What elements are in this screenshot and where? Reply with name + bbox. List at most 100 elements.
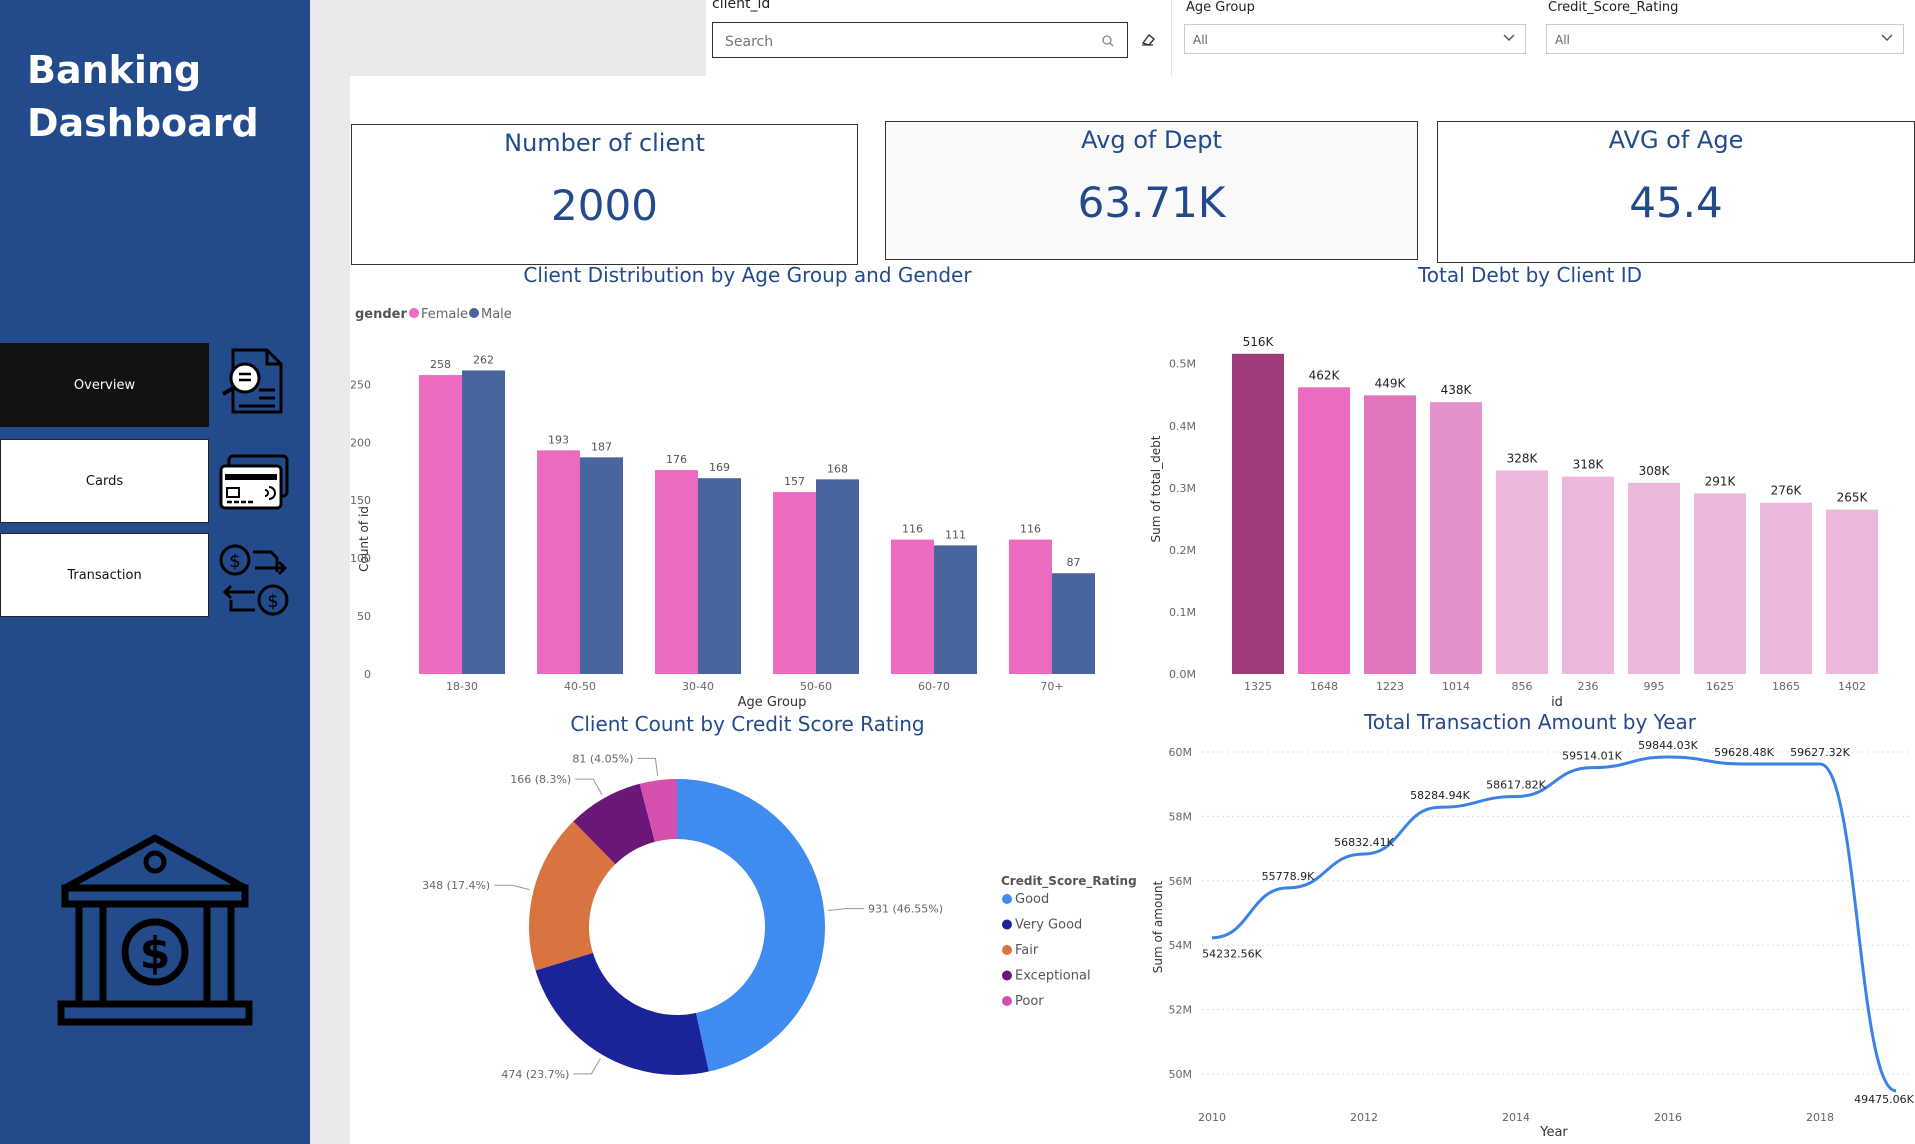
debt-bar[interactable] [1232,353,1284,674]
nav-cards-button[interactable]: Cards [0,439,209,523]
bar-data-label: 116 [1020,523,1041,536]
report-search-icon[interactable] [215,340,295,420]
nav-cards-label: Cards [85,473,124,489]
debt-bar-label: 449K [1375,376,1407,390]
credit-card-icon[interactable] [215,444,295,524]
debt-bar[interactable] [1496,470,1548,674]
line-point-label: 56832.41K [1334,836,1394,849]
donut-data-label: 474 (23.7%) [501,1068,569,1081]
debt-bar-label: 318K [1573,458,1605,472]
kpi-age-value: 45.4 [1629,178,1723,227]
donut-slice-exceptional[interactable] [573,783,655,865]
line-point-label: 58617.82K [1486,779,1546,792]
bar-data-label: 262 [473,353,494,366]
line-point-label: 59514.01K [1562,750,1622,763]
kpi-card-debt[interactable]: Avg of Dept 63.71K [885,121,1418,260]
legend-label: Fair [1015,943,1039,958]
x-tick-label: 60-70 [918,680,950,693]
y-tick-label: 0.3M [1169,482,1196,495]
debt-bar[interactable] [1364,395,1416,674]
x-tick-label: 1014 [1442,680,1470,693]
eraser-icon[interactable] [1140,32,1156,48]
bar-male[interactable] [816,479,859,674]
svg-text:$: $ [140,928,171,979]
legend-marker [1002,894,1012,904]
bar-data-label: 176 [666,453,687,466]
x-tick-label: 1648 [1310,680,1338,693]
bar-data-label: 111 [945,528,966,541]
age-group-dropdown[interactable]: All [1184,24,1526,54]
chevron-down-icon [1503,34,1515,42]
line-point-label: 59844.03K [1638,739,1698,752]
x-tick-label: 2012 [1350,1111,1378,1124]
debt-bar[interactable] [1562,476,1614,674]
kpi-clients-value: 2000 [551,181,658,230]
bank-building-icon: $ [57,834,253,1026]
total-debt-bar-chart[interactable]: Sum of total_debt id 0.0M 0.1M 0.2M 0.3M 0.4… [1150,296,1915,716]
debt-bar[interactable] [1760,502,1812,674]
kpi-age-title: AVG of Age [1608,126,1744,154]
donut-slice-poor[interactable] [639,779,677,842]
currency-exchange-icon[interactable]: $ $ [215,540,295,620]
legend-female-label: Female [421,307,468,322]
bar-male[interactable] [698,478,741,674]
debt-bar[interactable] [1826,509,1878,674]
nav-transaction-button[interactable]: Transaction [0,533,209,617]
kpi-clients-title: Number of client [504,129,705,157]
leader-line [494,884,530,891]
y-tick-label: 0 [364,668,371,681]
bar-male[interactable] [1052,573,1095,674]
transaction-series-line[interactable] [1211,755,1897,1093]
donut-data-label: 81 (4.05%) [572,752,633,765]
x-tick-label: 40-50 [564,680,596,693]
bar-male[interactable] [934,545,977,674]
donut-data-label: 348 (17.4%) [422,879,490,892]
bar-male[interactable] [580,457,623,674]
y-tick-label: 56M [1169,875,1193,888]
kpi-card-clients[interactable]: Number of client 2000 [351,124,858,265]
debt-bar[interactable] [1298,387,1350,674]
x-tick-label: 18-30 [446,680,478,693]
bar-data-label: 87 [1067,556,1081,569]
nav-overview-button[interactable]: Overview [0,343,209,427]
credit-chart-title: Client Count by Credit Score Rating [570,712,925,736]
debt-bar-label: 462K [1309,368,1341,382]
age-gender-bar-chart[interactable]: gender Female Male Count of id Age Group… [351,296,1151,716]
legend-label: Poor [1015,994,1044,1009]
y-tick-label: 0.2M [1169,544,1196,557]
y-tick-label: 58M [1169,810,1193,823]
client-search-box[interactable] [712,22,1128,58]
debt-bar[interactable] [1430,402,1482,674]
bar-female[interactable] [891,539,934,674]
legend-marker [1002,919,1012,930]
bar-data-label: 157 [784,475,805,488]
donut-slice-very-good[interactable] [535,952,709,1075]
transaction-line-chart[interactable]: Sum of amount Year 50M 52M 54M 56M 58M 60M 201… [1150,738,1915,1144]
line-point-label: 59627.32K [1790,746,1850,759]
bar-female[interactable] [537,450,580,674]
app-title: Banking Dashboard [27,44,259,150]
credit-score-dropdown[interactable]: All [1546,24,1904,54]
x-tick-label: 1402 [1838,680,1866,693]
bar-female[interactable] [773,492,816,674]
credit-score-label: Credit_Score_Rating [1548,0,1679,15]
bar-female[interactable] [419,375,462,674]
sidebar: Banking Dashboard Overview Cards Transac… [0,0,310,1144]
donut-slice-good[interactable] [677,779,826,1072]
debt-bar-label: 516K [1243,335,1275,349]
gender-legend-title: gender [355,307,408,322]
bar-male[interactable] [462,370,505,674]
bar-female[interactable] [655,470,698,674]
debt-bar[interactable] [1628,482,1680,674]
svg-text:$: $ [229,551,240,572]
search-icon[interactable] [1101,34,1115,48]
debt-bar-label: 328K [1507,451,1539,465]
credit-score-donut-chart[interactable]: 931 (46.55%) 474 (23.7%) 348 (17.4%) 166 (8… [351,738,1144,1144]
debt-bar[interactable] [1694,493,1746,674]
kpi-card-age[interactable]: AVG of Age 45.4 [1437,121,1915,263]
donut-slice-fair[interactable] [529,821,616,971]
legend-marker [1002,945,1012,955]
y-tick-label: 0.4M [1169,420,1196,433]
client-search-input[interactable] [723,33,1087,51]
bar-female[interactable] [1009,539,1052,674]
